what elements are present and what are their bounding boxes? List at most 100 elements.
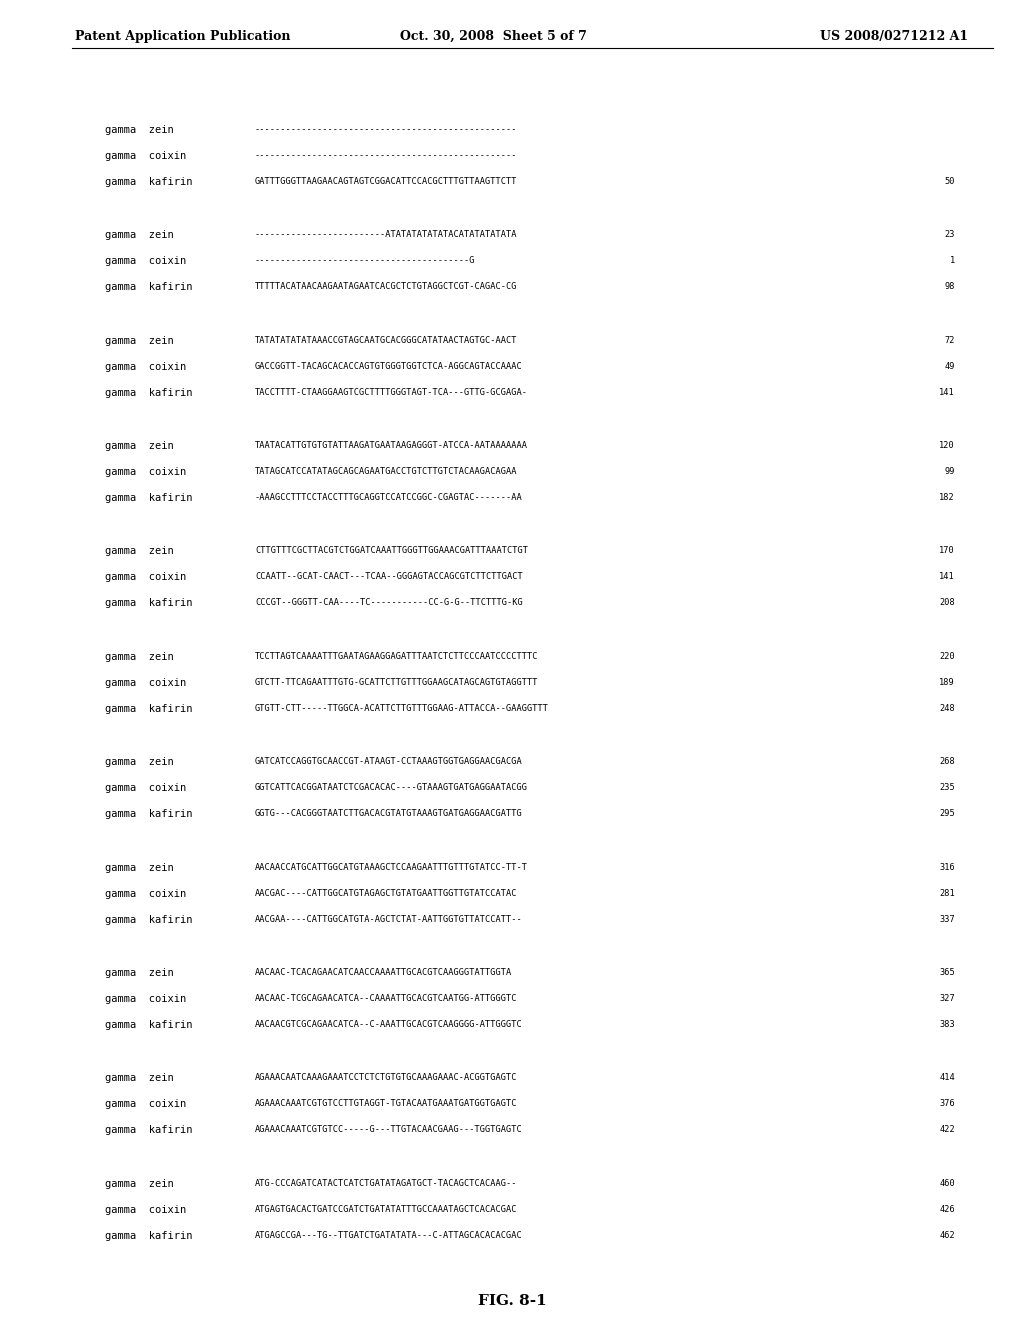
Text: gamma  coixin: gamma coixin (105, 150, 186, 161)
Text: gamma  kafirin: gamma kafirin (105, 809, 193, 820)
Text: 365: 365 (939, 968, 955, 977)
Text: 235: 235 (939, 783, 955, 792)
Text: 182: 182 (939, 494, 955, 502)
Text: 337: 337 (939, 915, 955, 924)
Text: GATTTGGGTTAAGAACAGTAGTCGGACATTCCACGCTTTGTTAAGTTCTT: GATTTGGGTTAAGAACAGTAGTCGGACATTCCACGCTTTG… (255, 177, 517, 186)
Text: FIG. 8-1: FIG. 8-1 (477, 1294, 547, 1308)
Text: GTCTT-TTCAGAATTTGTG-GCATTCTTGTTTGGAAGCATAGCAGTGTAGGTTT: GTCTT-TTCAGAATTTGTG-GCATTCTTGTTTGGAAGCAT… (255, 677, 539, 686)
Text: 248: 248 (939, 704, 955, 713)
Text: TCCTTAGTCAAAATTTGAATAGAAGGAGATTTAATCTCTTCCCAATCCCCTTTC: TCCTTAGTCAAAATTTGAATAGAAGGAGATTTAATCTCTT… (255, 652, 539, 661)
Text: gamma  kafirin: gamma kafirin (105, 494, 193, 503)
Text: 220: 220 (939, 652, 955, 661)
Text: 141: 141 (939, 573, 955, 581)
Text: TATAGCATCCATATAGCAGCAGAATGACCTGTCTTGTCTACAAGACAGAA: TATAGCATCCATATAGCAGCAGAATGACCTGTCTTGTCTA… (255, 467, 517, 477)
Text: AACAACCATGCATTGGCATGTAAAGCTCCAAGAATTTGTTTGTATCC-TT-T: AACAACCATGCATTGGCATGTAAAGCTCCAAGAATTTGTT… (255, 862, 528, 871)
Text: gamma  kafirin: gamma kafirin (105, 915, 193, 924)
Text: ATGAGCCGA---TG--TTGATCTGATATATA---C-ATTAGCACACACGAC: ATGAGCCGA---TG--TTGATCTGATATATA---C-ATTA… (255, 1230, 522, 1239)
Text: gamma  zein: gamma zein (105, 862, 174, 873)
Text: gamma  zein: gamma zein (105, 231, 174, 240)
Text: 189: 189 (939, 677, 955, 686)
Text: gamma  coixin: gamma coixin (105, 888, 186, 899)
Text: gamma  kafirin: gamma kafirin (105, 388, 193, 397)
Text: GACCGGTT-TACAGCACACCAGTGTGGGTGGTCTCA-AGGCAGTACCAAAC: GACCGGTT-TACAGCACACCAGTGTGGGTGGTCTCA-AGG… (255, 362, 522, 371)
Text: 141: 141 (939, 388, 955, 397)
Text: gamma  coixin: gamma coixin (105, 362, 186, 372)
Text: -------------------------ATATATATATATACATATATATATA: -------------------------ATATATATATATACA… (255, 231, 517, 239)
Text: 268: 268 (939, 758, 955, 766)
Text: 383: 383 (939, 1020, 955, 1028)
Text: AGAAACAAATCGTGTCCTTGTAGGT-TGTACAATGAAATGATGGTGAGTC: AGAAACAAATCGTGTCCTTGTAGGT-TGTACAATGAAATG… (255, 1100, 517, 1109)
Text: 23: 23 (944, 231, 955, 239)
Text: gamma  coixin: gamma coixin (105, 573, 186, 582)
Text: 295: 295 (939, 809, 955, 818)
Text: gamma  kafirin: gamma kafirin (105, 1125, 193, 1135)
Text: Oct. 30, 2008  Sheet 5 of 7: Oct. 30, 2008 Sheet 5 of 7 (400, 30, 587, 44)
Text: CTTGTTTCGCTTACGTCTGGATCAAATTGGGTTGGAAACGATTTAAATCTGT: CTTGTTTCGCTTACGTCTGGATCAAATTGGGTTGGAAACG… (255, 546, 528, 556)
Text: CCCGT--GGGTT-CAA----TC-----------CC-G-G--TTCTTTG-KG: CCCGT--GGGTT-CAA----TC-----------CC-G-G-… (255, 598, 522, 607)
Text: gamma  coixin: gamma coixin (105, 256, 186, 267)
Text: gamma  zein: gamma zein (105, 546, 174, 557)
Text: gamma  zein: gamma zein (105, 1179, 174, 1188)
Text: gamma  zein: gamma zein (105, 652, 174, 661)
Text: gamma  kafirin: gamma kafirin (105, 598, 193, 609)
Text: gamma  kafirin: gamma kafirin (105, 1020, 193, 1030)
Text: gamma  coixin: gamma coixin (105, 783, 186, 793)
Text: 98: 98 (944, 282, 955, 292)
Text: 376: 376 (939, 1100, 955, 1109)
Text: AACGAA----CATTGGCATGTA-AGCTCTAT-AATTGGTGTTATCCATT--: AACGAA----CATTGGCATGTA-AGCTCTAT-AATTGGTG… (255, 915, 522, 924)
Text: 49: 49 (944, 362, 955, 371)
Text: gamma  zein: gamma zein (105, 1073, 174, 1084)
Text: 99: 99 (944, 467, 955, 477)
Text: AGAAACAAATCGTGTCC-----G---TTGTACAACGAAG---TGGTGAGTC: AGAAACAAATCGTGTCC-----G---TTGTACAACGAAG-… (255, 1125, 522, 1134)
Text: --------------------------------------------------: ----------------------------------------… (255, 150, 517, 160)
Text: gamma  kafirin: gamma kafirin (105, 282, 193, 292)
Text: GGTCATTCACGGATAATCTCGACACAC----GTAAAGTGATGAGGAATACGG: GGTCATTCACGGATAATCTCGACACAC----GTAAAGTGA… (255, 783, 528, 792)
Text: gamma  kafirin: gamma kafirin (105, 704, 193, 714)
Text: 1: 1 (949, 256, 955, 265)
Text: 50: 50 (944, 177, 955, 186)
Text: ATGAGTGACACTGATCCGATCTGATATATTTGCCAAATAGCTCACACGAC: ATGAGTGACACTGATCCGATCTGATATATTTGCCAAATAG… (255, 1205, 517, 1213)
Text: AACAAC-TCGCAGAACATCA--CAAAATTGCACGTCAATGG-ATTGGGTC: AACAAC-TCGCAGAACATCA--CAAAATTGCACGTCAATG… (255, 994, 517, 1003)
Text: AACAACGTCGCAGAACATCA--C-AAATTGCACGTCAAGGGG-ATTGGGTC: AACAACGTCGCAGAACATCA--C-AAATTGCACGTCAAGG… (255, 1020, 522, 1028)
Text: 327: 327 (939, 994, 955, 1003)
Text: gamma  zein: gamma zein (105, 441, 174, 451)
Text: gamma  zein: gamma zein (105, 125, 174, 135)
Text: 72: 72 (944, 335, 955, 345)
Text: GGTG---CACGGGTAATCTTGACACGTATGTAAAGTGATGAGGAACGATTG: GGTG---CACGGGTAATCTTGACACGTATGTAAAGTGATG… (255, 809, 522, 818)
Text: 414: 414 (939, 1073, 955, 1082)
Text: gamma  coixin: gamma coixin (105, 1100, 186, 1109)
Text: 426: 426 (939, 1205, 955, 1213)
Text: ATG-CCCAGATCATACTCATCTGATATAGATGCT-TACAGCTCACAAG--: ATG-CCCAGATCATACTCATCTGATATAGATGCT-TACAG… (255, 1179, 517, 1188)
Text: TTTTTACATAACAAGAATAGAATCACGCTCTGTAGGCTCGT-CAGAC-CG: TTTTTACATAACAAGAATAGAATCACGCTCTGTAGGCTCG… (255, 282, 517, 292)
Text: 422: 422 (939, 1125, 955, 1134)
Text: AGAAACAATCAAAGAAATCCTCTCTGTGTGCAAAGAAAC-ACGGTGAGTC: AGAAACAATCAAAGAAATCCTCTCTGTGTGCAAAGAAAC-… (255, 1073, 517, 1082)
Text: gamma  coixin: gamma coixin (105, 1205, 186, 1214)
Text: 460: 460 (939, 1179, 955, 1188)
Text: 170: 170 (939, 546, 955, 556)
Text: 281: 281 (939, 888, 955, 898)
Text: Patent Application Publication: Patent Application Publication (75, 30, 291, 44)
Text: TATATATATATAAACCGTAGCAATGCACGGGCATATAACTAGTGC-AACT: TATATATATATAAACCGTAGCAATGCACGGGCATATAACT… (255, 335, 517, 345)
Text: CCAATT--GCAT-CAACT---TCAA--GGGAGTACCAGCGTCTTCTTGACT: CCAATT--GCAT-CAACT---TCAA--GGGAGTACCAGCG… (255, 573, 522, 581)
Text: gamma  zein: gamma zein (105, 758, 174, 767)
Text: AACGAC----CATTGGCATGTAGAGCTGTATGAATTGGTTGTATCCATAC: AACGAC----CATTGGCATGTAGAGCTGTATGAATTGGTT… (255, 888, 517, 898)
Text: --------------------------------------------------: ----------------------------------------… (255, 125, 517, 135)
Text: gamma  coixin: gamma coixin (105, 467, 186, 477)
Text: AACAAC-TCACAGAACATCAACCAAAATTGCACGTCAAGGGTATTGGTA: AACAAC-TCACAGAACATCAACCAAAATTGCACGTCAAGG… (255, 968, 512, 977)
Text: GTGTT-CTT-----TTGGCA-ACATTCTTGTTTGGAAG-ATTACCA--GAAGGTTT: GTGTT-CTT-----TTGGCA-ACATTCTTGTTTGGAAG-A… (255, 704, 549, 713)
Text: gamma  kafirin: gamma kafirin (105, 1230, 193, 1241)
Text: gamma  kafirin: gamma kafirin (105, 177, 193, 187)
Text: gamma  zein: gamma zein (105, 968, 174, 978)
Text: gamma  zein: gamma zein (105, 335, 174, 346)
Text: US 2008/0271212 A1: US 2008/0271212 A1 (820, 30, 968, 44)
Text: gamma  coixin: gamma coixin (105, 994, 186, 1005)
Text: gamma  coixin: gamma coixin (105, 677, 186, 688)
Text: -AAAGCCTTTCCTACCTTTGCAGGTCCATCCGGC-CGAGTAC-------AA: -AAAGCCTTTCCTACCTTTGCAGGTCCATCCGGC-CGAGT… (255, 494, 522, 502)
Text: 316: 316 (939, 862, 955, 871)
Text: TACCTTTT-CTAAGGAAGTCGCTTTTGGGTAGT-TCA---GTTG-GCGAGA-: TACCTTTT-CTAAGGAAGTCGCTTTTGGGTAGT-TCA---… (255, 388, 528, 397)
Text: -----------------------------------------G: ----------------------------------------… (255, 256, 475, 265)
Text: 120: 120 (939, 441, 955, 450)
Text: 208: 208 (939, 598, 955, 607)
Text: 462: 462 (939, 1230, 955, 1239)
Text: TAATACATTGTGTGTATTAAGATGAATAAGAGGGT-ATCCA-AATAAAAAAA: TAATACATTGTGTGTATTAAGATGAATAAGAGGGT-ATCC… (255, 441, 528, 450)
